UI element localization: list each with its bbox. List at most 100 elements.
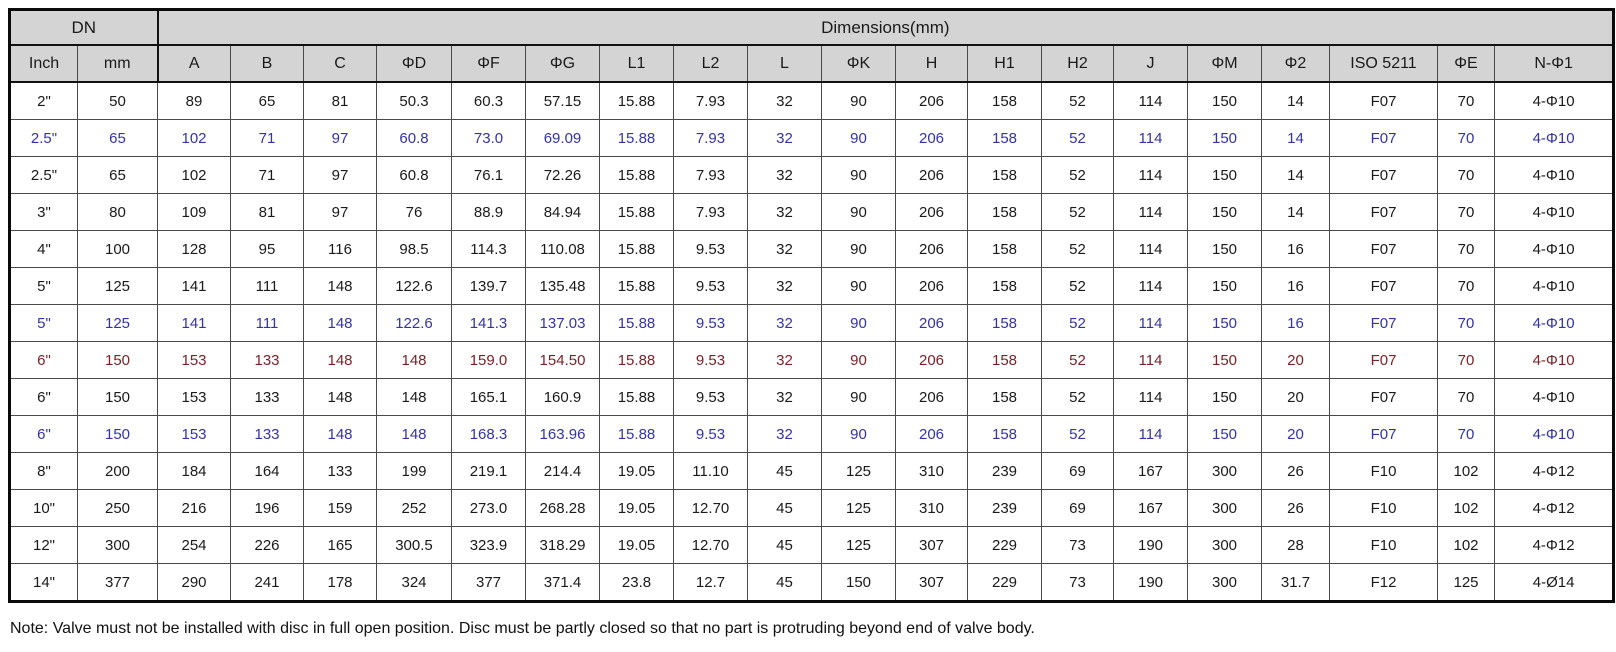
cell: 20 xyxy=(1261,415,1330,453)
cell: 114 xyxy=(1113,193,1188,231)
cell: 300 xyxy=(1187,452,1262,490)
cell: 150 xyxy=(1187,341,1262,379)
cell: 150 xyxy=(1187,415,1262,453)
group-header-row: DN Dimensions(mm) xyxy=(9,9,1615,46)
cell: F07 xyxy=(1329,267,1438,305)
cell: 70 xyxy=(1437,81,1495,120)
cell: 45 xyxy=(747,489,822,527)
cell: 70 xyxy=(1437,156,1495,194)
cell: 90 xyxy=(821,156,896,194)
cell: 9.53 xyxy=(673,230,748,268)
cell: 128 xyxy=(157,230,231,268)
cell: 216 xyxy=(157,489,231,527)
cell: 158 xyxy=(967,119,1042,157)
cell: 71 xyxy=(230,119,304,157)
cell: 163.96 xyxy=(525,415,600,453)
cell: 165.1 xyxy=(451,378,526,416)
cell: 70 xyxy=(1437,341,1495,379)
cell: 90 xyxy=(821,267,896,305)
col-header-h1: H1 xyxy=(967,44,1042,83)
cell: 69.09 xyxy=(525,119,600,157)
cell: 219.1 xyxy=(451,452,526,490)
cell: 31.7 xyxy=(1261,563,1330,602)
cell: F12 xyxy=(1329,563,1438,602)
cell: 60.8 xyxy=(376,156,452,194)
cell: 89 xyxy=(157,81,231,120)
cell: 19.05 xyxy=(599,452,674,490)
cell: 4-Φ10 xyxy=(1493,304,1615,342)
cell: 4-Φ12 xyxy=(1493,452,1615,490)
cell: 90 xyxy=(821,81,896,120)
cell: 73.0 xyxy=(451,119,526,157)
cell: 7.93 xyxy=(673,193,748,231)
cell: 150 xyxy=(77,415,158,453)
cell: 114 xyxy=(1113,119,1188,157)
cell: 4-Φ10 xyxy=(1493,119,1615,157)
table-row: 5" 125 141 111 148 122.6 139.7 135.48 15.88 9.53 3… xyxy=(9,267,1615,305)
cell: 90 xyxy=(821,193,896,231)
cell: 125 xyxy=(821,526,896,564)
cell: 52 xyxy=(1041,267,1114,305)
cell: 81 xyxy=(303,81,377,120)
cell: 206 xyxy=(895,230,968,268)
cell: 150 xyxy=(77,378,158,416)
cell: 9.53 xyxy=(673,378,748,416)
cell: 20 xyxy=(1261,341,1330,379)
cell: 371.4 xyxy=(525,563,600,602)
cell: 307 xyxy=(895,563,968,602)
cell: 214.4 xyxy=(525,452,600,490)
cell: 70 xyxy=(1437,378,1495,416)
cell: 102 xyxy=(1437,452,1495,490)
cell: 52 xyxy=(1041,193,1114,231)
cell: 76 xyxy=(376,193,452,231)
table-row: 10" 250 216 196 159 252 273.0 268.28 19.05 12.70 4… xyxy=(9,489,1615,527)
cell: 4-Φ10 xyxy=(1493,230,1615,268)
col-header-phi-f: ΦF xyxy=(451,44,526,83)
cell: 15.88 xyxy=(599,193,674,231)
col-header-l2: L2 xyxy=(673,44,748,83)
cell: 4-Φ12 xyxy=(1493,489,1615,527)
table-row: 6" 150 153 133 148 148 168.3 163.96 15.88 9.53 32 9… xyxy=(9,415,1615,453)
cell: 26 xyxy=(1261,489,1330,527)
cell: 7.93 xyxy=(673,119,748,157)
col-header-phi-e: ΦE xyxy=(1437,44,1495,83)
cell: 4-Φ10 xyxy=(1493,415,1615,453)
cell: 114 xyxy=(1113,304,1188,342)
cell: 159 xyxy=(303,489,377,527)
cell: 158 xyxy=(967,81,1042,120)
cell: 9.53 xyxy=(673,415,748,453)
cell: 300.5 xyxy=(376,526,452,564)
cell: 148 xyxy=(303,267,377,305)
cell: 196 xyxy=(230,489,304,527)
cell: 268.28 xyxy=(525,489,600,527)
cell: 70 xyxy=(1437,267,1495,305)
cell: 9.53 xyxy=(673,267,748,305)
cell: 300 xyxy=(1187,526,1262,564)
cell: 52 xyxy=(1041,156,1114,194)
cell: 5" xyxy=(9,267,78,305)
cell: 133 xyxy=(230,341,304,379)
cell: 70 xyxy=(1437,119,1495,157)
cell: 14 xyxy=(1261,81,1330,120)
col-header-l: L xyxy=(747,44,822,83)
cell: 158 xyxy=(967,156,1042,194)
table-body: 2" 50 89 65 81 50.3 60.3 57.15 15.88 7.93 32 90 206 1… xyxy=(9,81,1615,602)
cell: 45 xyxy=(747,563,822,602)
cell: 150 xyxy=(1187,119,1262,157)
table-row: 2.5" 65 102 71 97 60.8 76.1 72.26 15.88 7.93 32 90 2… xyxy=(9,156,1615,194)
cell: 158 xyxy=(967,230,1042,268)
cell: 97 xyxy=(303,156,377,194)
cell: 45 xyxy=(747,526,822,564)
cell: 141.3 xyxy=(451,304,526,342)
cell: 114 xyxy=(1113,267,1188,305)
cell: 114 xyxy=(1113,156,1188,194)
cell: 12.70 xyxy=(673,526,748,564)
col-header-a: A xyxy=(156,44,231,83)
cell: 150 xyxy=(821,563,896,602)
cell: 2.5" xyxy=(9,156,78,194)
cell: 190 xyxy=(1113,563,1188,602)
cell: F07 xyxy=(1329,304,1438,342)
cell: 32 xyxy=(747,341,822,379)
cell: 158 xyxy=(967,341,1042,379)
